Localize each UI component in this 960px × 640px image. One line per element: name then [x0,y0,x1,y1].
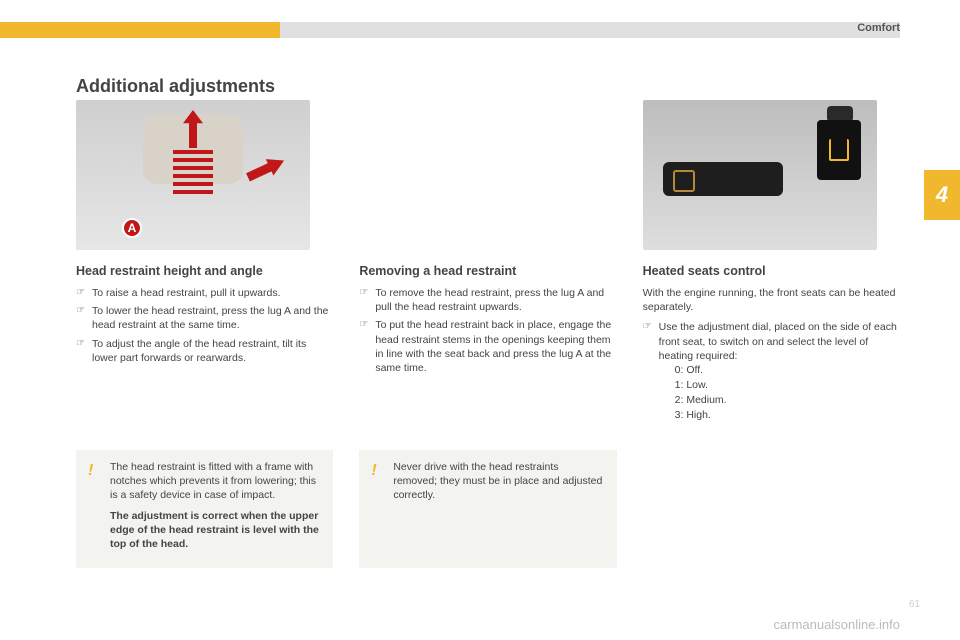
level-list: 0: Off. 1: Low. 2: Medium. 3: High. [675,363,900,423]
column-removing: Removing a head restraint To remove the … [359,100,616,427]
warning-box-frame: The head restraint is fitted with a fram… [76,450,333,568]
figure-heated-seats [643,100,877,250]
page-number: 61 [909,599,920,610]
list-item: To put the head restraint back in place,… [359,318,616,375]
bullet-list: Use the adjustment dial, placed on the s… [643,320,900,422]
warning-box-drive: Never drive with the head restraints rem… [359,450,616,568]
list-item: Use the adjustment dial, placed on the s… [643,320,900,422]
column-head-restraint: A Head restraint height and angle To rai… [76,100,333,427]
arrow-forward-icon [244,152,288,185]
header-accent-bar [0,22,280,38]
figure-spacer [359,100,616,264]
bullet-list: To raise a head restraint, pull it upwar… [76,286,333,365]
breadcrumb: Comfort [857,22,900,34]
spring-icon [173,150,213,194]
list-item: To remove the head restraint, press the … [359,286,616,314]
level-item: 2: Medium. [675,393,900,407]
list-item: To lower the head restraint, press the l… [76,304,333,332]
watermark: carmanualsonline.info [774,617,900,632]
warning-text: The head restraint is fitted with a fram… [110,461,316,501]
subheading-height-angle: Head restraint height and angle [76,264,333,278]
seat-heat-switch-icon [817,120,861,180]
dashboard-panel-icon [663,162,783,196]
page-title: Additional adjustments [76,76,275,97]
subheading-heated-seats: Heated seats control [643,264,900,278]
level-item: 1: Low. [675,378,900,392]
intro-text: With the engine running, the front seats… [643,286,900,314]
bullet-list: To remove the head restraint, press the … [359,286,616,375]
subheading-removing: Removing a head restraint [359,264,616,278]
figure-head-restraint: A [76,100,310,250]
callout-a-badge: A [122,218,142,238]
warning-text: Never drive with the head restraints rem… [393,461,602,501]
section-tab: 4 [924,170,960,220]
column-heated-seats: Heated seats control With the engine run… [643,100,900,427]
level-item: 0: Off. [675,363,900,377]
list-item-text: Use the adjustment dial, placed on the s… [659,321,897,361]
list-item: To adjust the angle of the head restrain… [76,337,333,365]
list-item: To raise a head restraint, pull it upwar… [76,286,333,300]
level-item: 3: High. [675,408,900,422]
warning-emphasis: The adjustment is correct when the upper… [110,509,321,552]
